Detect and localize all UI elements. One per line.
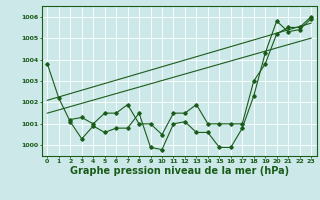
X-axis label: Graphe pression niveau de la mer (hPa): Graphe pression niveau de la mer (hPa) <box>70 166 289 176</box>
